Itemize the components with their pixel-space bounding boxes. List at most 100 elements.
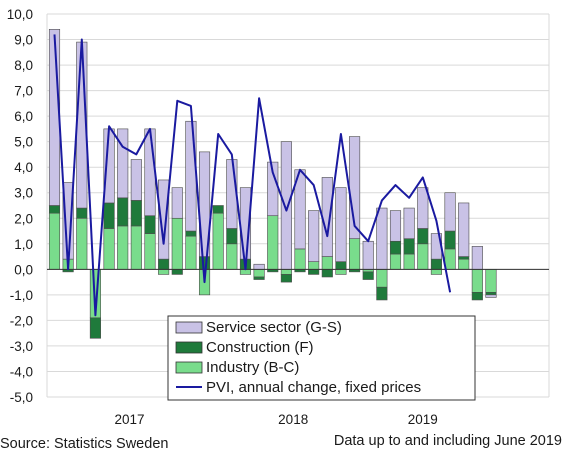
bar-segment xyxy=(444,192,456,232)
legend-label: PVI, annual change, fixed prices xyxy=(206,379,421,396)
y-tick-label: 8,0 xyxy=(14,58,33,73)
bar-segment xyxy=(130,159,142,201)
bar-segment xyxy=(144,233,156,270)
bar-segment xyxy=(253,276,265,280)
bar-segment xyxy=(226,159,238,229)
legend-swatch xyxy=(175,321,203,334)
bar-segment xyxy=(471,246,483,270)
bar-segment xyxy=(403,253,415,270)
bar-segment xyxy=(144,215,156,234)
bar-segment xyxy=(130,225,142,270)
bar-segment xyxy=(89,317,101,339)
legend: Service sector (G-S) Construction (F) Indu… xyxy=(167,315,476,401)
bar-segment xyxy=(185,120,197,232)
bar-segment xyxy=(430,269,442,275)
bar-segment xyxy=(158,179,170,260)
bar-segment xyxy=(226,228,238,245)
bar-segment xyxy=(130,200,142,227)
legend-label: Service sector (G-S) xyxy=(206,319,342,336)
bar-segment xyxy=(335,187,347,262)
bar-segment xyxy=(485,269,497,293)
legend-label: Construction (F) xyxy=(206,339,314,356)
legend-box xyxy=(167,315,476,401)
bar-segment xyxy=(253,263,265,270)
bar-segment xyxy=(171,269,183,275)
bar-segment xyxy=(48,205,61,214)
bar-segment xyxy=(294,248,306,270)
bar-segment xyxy=(308,210,320,262)
bar-segment xyxy=(417,243,429,270)
bar-segment xyxy=(185,230,197,237)
bar-segment xyxy=(308,261,320,270)
pvi-line xyxy=(53,34,452,317)
bar-segment xyxy=(335,269,347,275)
bar-segment xyxy=(376,286,388,301)
bar-segment xyxy=(48,212,61,270)
bar-segment xyxy=(376,269,388,288)
y-tick-label: 1,0 xyxy=(14,237,33,252)
bar-segment xyxy=(362,271,374,280)
y-tick-label: 4,0 xyxy=(14,160,33,175)
bar-segment xyxy=(171,217,183,270)
bar-segment xyxy=(253,269,265,278)
bar-segment xyxy=(335,261,347,270)
bar-segment xyxy=(158,269,170,275)
bar-segment xyxy=(389,210,402,242)
y-tick-label: 6,0 xyxy=(14,109,33,124)
bar-segment xyxy=(280,141,292,270)
source-note: Source: Statistics Sweden xyxy=(0,436,169,452)
bar-segment xyxy=(117,197,129,227)
bar-segment xyxy=(158,258,170,270)
y-tick-label: 3,0 xyxy=(14,186,33,201)
bar-segment xyxy=(226,243,238,270)
y-tick-label: 0,0 xyxy=(14,262,33,277)
bar-segment xyxy=(417,228,429,245)
y-tick-label: 5,0 xyxy=(14,135,33,150)
bar-segment xyxy=(430,258,442,270)
bar-segment xyxy=(389,240,402,255)
y-tick-label: -5,0 xyxy=(10,390,33,405)
bar-segment xyxy=(321,177,333,257)
bar-segment xyxy=(444,248,456,270)
bar-segment xyxy=(444,230,456,250)
bar-segment xyxy=(280,274,292,283)
legend-swatch xyxy=(175,361,203,374)
bar-segment xyxy=(321,256,333,270)
bar-segment xyxy=(417,187,429,229)
x-year-label: 2018 xyxy=(278,412,308,427)
legend-swatch xyxy=(175,341,203,354)
y-tick-label: -3,0 xyxy=(10,339,33,354)
bar-segment xyxy=(458,256,470,260)
bar-segment xyxy=(362,240,374,270)
data-period-note: Data up to and including June 2019 xyxy=(333,433,562,449)
bar-segment xyxy=(321,269,333,278)
bar-segment xyxy=(212,212,224,270)
y-tick-label: 7,0 xyxy=(14,84,33,99)
bar-segment xyxy=(471,292,483,301)
bar-segment xyxy=(458,202,470,257)
bar-segment xyxy=(117,225,129,270)
bar-segment xyxy=(185,235,197,270)
bar-segment xyxy=(117,128,129,199)
x-year-label: 2019 xyxy=(408,412,438,427)
bars xyxy=(48,29,497,339)
x-year-label: 2017 xyxy=(114,412,144,427)
bar-segment xyxy=(212,205,224,214)
bar-segment xyxy=(103,228,115,270)
bar-segment xyxy=(349,238,361,270)
bar-segment xyxy=(267,215,279,270)
bar-segment xyxy=(103,202,115,229)
y-tick-label: -4,0 xyxy=(10,364,33,379)
y-axis-tick-labels: -5,0 -4,0 -3,0 -2,0 -1,0 0,0 1,0 2,0 3,0 4,0 5,0 6,… xyxy=(7,7,33,405)
pvi-line-path xyxy=(53,34,452,317)
bar-segment xyxy=(485,292,497,296)
bar-segment xyxy=(76,207,88,219)
y-tick-label: -1,0 xyxy=(10,288,33,303)
y-tick-label: 10,0 xyxy=(7,7,33,22)
bar-segment xyxy=(471,269,483,293)
bar-segment xyxy=(48,29,61,206)
bar-segment xyxy=(403,207,415,239)
bar-segment xyxy=(308,269,320,275)
bar-segment xyxy=(485,294,497,298)
